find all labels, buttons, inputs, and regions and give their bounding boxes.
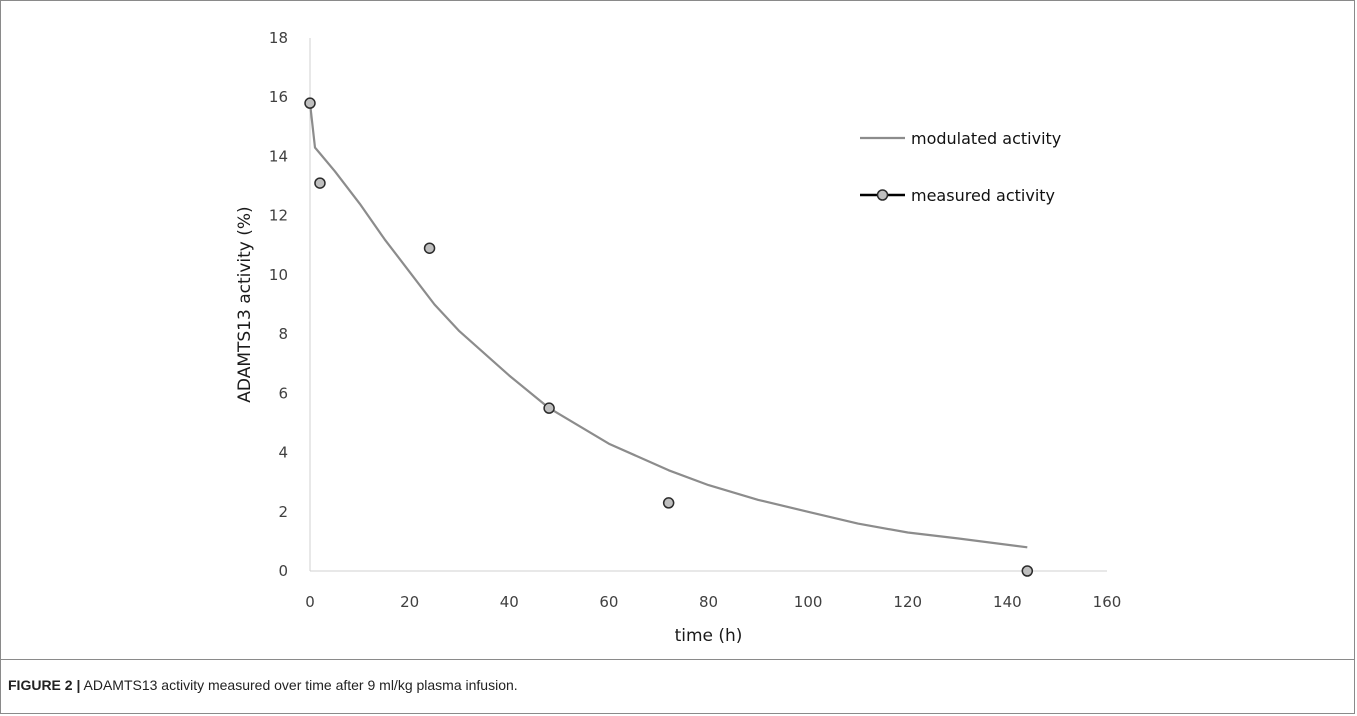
- y-tick-label: 14: [269, 147, 288, 165]
- x-tick-label: 20: [400, 593, 419, 611]
- x-tick-label: 40: [500, 593, 519, 611]
- measured-activity-point: [423, 242, 436, 254]
- measured-activity-point: [1021, 565, 1034, 577]
- chart-marks: [304, 97, 1034, 577]
- x-tick-label: 80: [699, 593, 718, 611]
- y-tick-label: 8: [278, 325, 288, 343]
- y-tick-label: 0: [278, 562, 288, 580]
- x-tick-label: 140: [993, 593, 1022, 611]
- legend-measured-label: measured activity: [911, 186, 1055, 205]
- x-tick-label: 100: [794, 593, 823, 611]
- x-tick-label: 160: [1093, 593, 1122, 611]
- y-tick-label: 10: [269, 266, 288, 284]
- activity-chart: 0 2 4 6 8 10 12 14 16 18 0 20 40 60 80 100 120 140 160 time…: [235, 29, 1121, 646]
- legend-measured-swatch-marker: [876, 189, 889, 201]
- chart-axes: 0 2 4 6 8 10 12 14 16 18 0 20 40 60 80 100 120 140 160 time…: [235, 29, 1121, 646]
- figure-caption-label: FIGURE 2 |: [8, 677, 81, 693]
- y-tick-label: 16: [269, 88, 288, 106]
- caption-divider: [0, 659, 1355, 660]
- y-tick-label: 18: [269, 29, 288, 47]
- x-tick-label: 60: [599, 593, 618, 611]
- legend-modulated-label: modulated activity: [911, 129, 1061, 148]
- measured-activity-point: [662, 497, 675, 509]
- measured-activity-point: [314, 177, 326, 189]
- y-tick-label: 2: [278, 503, 288, 521]
- x-axis-title: time (h): [675, 626, 743, 646]
- y-tick-label: 6: [278, 384, 288, 402]
- measured-activity-point: [304, 97, 316, 109]
- x-tick-label: 0: [305, 593, 315, 611]
- y-axis-title: ADAMTS13 activity (%): [235, 206, 255, 402]
- y-tick-label: 12: [269, 207, 288, 225]
- x-tick-label: 120: [893, 593, 922, 611]
- modulated-activity-line: [308, 102, 1028, 549]
- measured-activity-point: [543, 402, 555, 414]
- figure-caption: FIGURE 2 | ADAMTS13 activity measured ov…: [8, 677, 518, 693]
- chart-legend: modulated activity measured activity: [860, 129, 1061, 205]
- figure-caption-text: ADAMTS13 activity measured over time aft…: [83, 677, 518, 693]
- y-tick-label: 4: [278, 444, 288, 462]
